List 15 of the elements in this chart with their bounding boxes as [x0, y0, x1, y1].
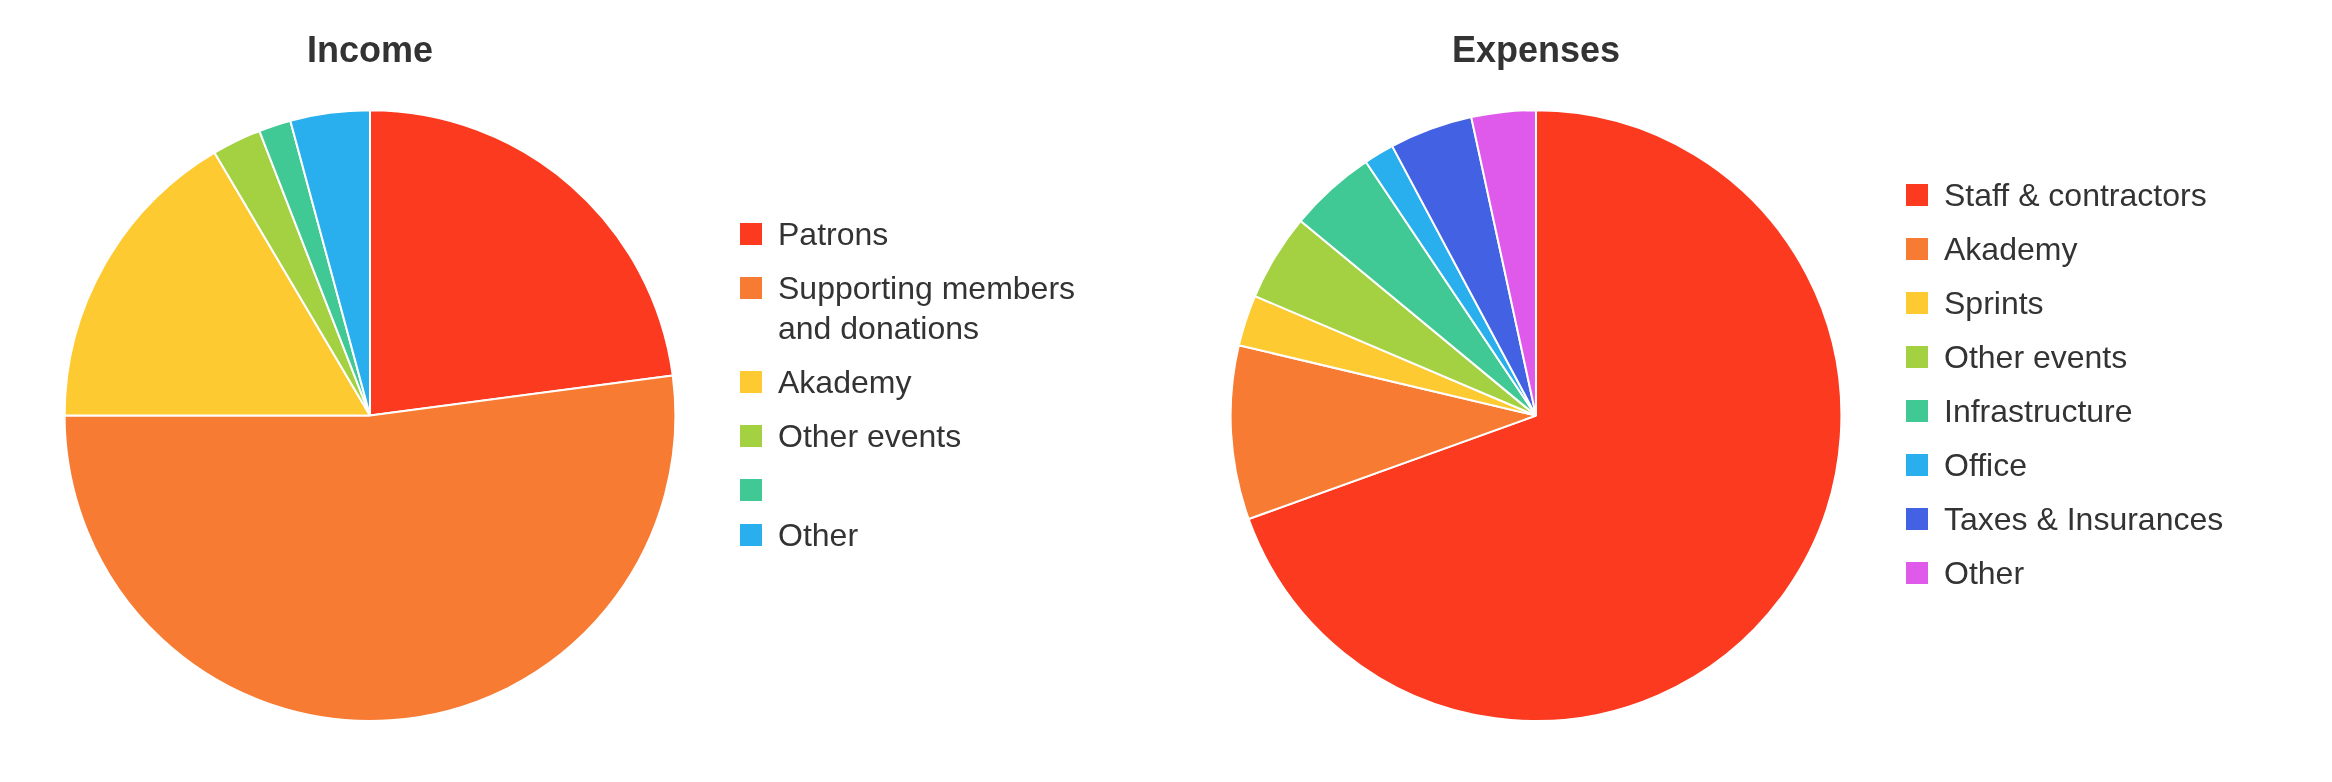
- legend-label: Other events: [1944, 338, 2128, 377]
- legend-label: Infrastructure: [1944, 392, 2133, 431]
- legend-label: Other: [778, 515, 859, 555]
- legend-label: Patrons: [778, 214, 889, 254]
- legend-label: Other events: [778, 416, 962, 456]
- legend-label: Other: [1944, 554, 2025, 593]
- legend-label: Supporting members and donations: [778, 268, 1077, 348]
- legend-label: Akademy: [1944, 230, 2078, 269]
- legend-label: Akademy: [778, 362, 912, 402]
- legend-label: Staff & contractors: [1944, 176, 2207, 215]
- chart-title: Income: [306, 28, 434, 70]
- legend-label: Taxes & Insurances: [1944, 500, 2224, 539]
- chart-title: Expenses: [1451, 28, 1621, 70]
- legend-label: Sprints: [1944, 284, 2044, 323]
- legend-label: Office: [1944, 446, 2027, 485]
